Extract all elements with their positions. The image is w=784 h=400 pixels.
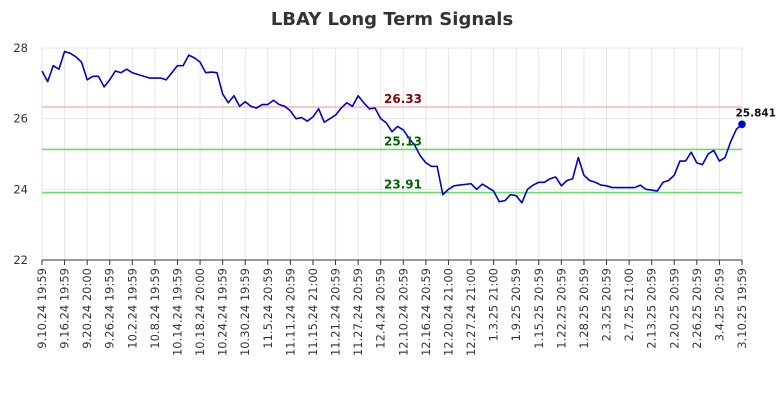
x-tick-label: 1.9.25 20:59 <box>509 268 523 341</box>
chart-title: LBAY Long Term Signals <box>271 9 513 30</box>
signal-level-label: 26.33 <box>384 92 422 106</box>
series-layer <box>41 50 746 204</box>
x-tick-label: 9.20.24 20:00 <box>80 268 94 349</box>
y-tick-label: 26 <box>13 112 28 126</box>
x-tick-label: 3.4.25 20:59 <box>712 268 726 341</box>
signal-level-label: 25.13 <box>384 134 422 148</box>
x-tick-label: 9.10.24 19:59 <box>35 268 49 349</box>
x-tick-label: 12.20.24 21:00 <box>441 268 455 356</box>
x-tick-label: 2.3.25 20:59 <box>600 268 614 341</box>
x-tick-label: 10.14.24 19:59 <box>170 268 184 356</box>
x-tick-label: 11.27.24 20:59 <box>351 268 365 356</box>
x-tick-label: 12.10.24 20:59 <box>396 268 410 356</box>
series-line <box>41 50 743 204</box>
x-tick-label: 10.2.24 19:59 <box>125 268 139 349</box>
y-tick-label: 22 <box>13 253 28 267</box>
gridlines <box>41 47 743 260</box>
x-tick-label: 12.4.24 20:59 <box>374 268 388 349</box>
x-tick-label: 9.26.24 19:59 <box>103 268 117 349</box>
x-tick-label: 2.7.25 21:00 <box>622 268 636 341</box>
y-tick-label: 24 <box>13 182 28 196</box>
x-tick-label: 10.24.24 19:59 <box>216 268 230 356</box>
x-tick-label: 2.13.25 20:59 <box>645 268 659 349</box>
last-price-label: 25.841 <box>735 107 776 119</box>
x-tick-label: 9.16.24 19:59 <box>58 268 72 349</box>
x-tick-label: 11.15.24 21:00 <box>306 268 320 356</box>
x-tick-label: 10.8.24 19:59 <box>148 268 162 349</box>
signal-level-label: 23.91 <box>384 178 422 192</box>
signal-levels <box>42 106 742 194</box>
x-tick-label: 10.18.24 20:00 <box>193 268 207 356</box>
x-tick-label: 2.20.25 20:59 <box>667 268 681 349</box>
x-tick-label: 1.22.25 20:59 <box>554 268 568 349</box>
x-tick-label: 12.16.24 20:59 <box>419 268 433 356</box>
y-tick-label: 28 <box>13 41 28 55</box>
x-tick-label: 3.10.25 19:59 <box>735 268 749 349</box>
last-price-point <box>738 120 746 129</box>
x-tick-label: 1.15.25 20:59 <box>532 268 546 349</box>
x-tick-label: 11.11.24 20:59 <box>283 268 297 356</box>
x-tick-label: 11.5.24 20:59 <box>261 268 275 349</box>
x-tick-label: 1.28.25 20:59 <box>577 268 591 349</box>
x-tick-label: 12.27.24 21:00 <box>464 268 478 356</box>
x-tick-label: 2.26.25 20:59 <box>690 268 704 349</box>
x-tick-label: 10.30.24 19:59 <box>238 268 252 356</box>
x-tick-label: 11.21.24 20:59 <box>329 268 343 356</box>
labels-layer: 26.33 25.13 23.91 25.841 <box>384 92 776 192</box>
x-tick-label: 1.3.25 21:00 <box>487 268 501 341</box>
axes: 22 24 26 28 9.10.24 19:59 9.16.24 19:59 9.20.2… <box>13 41 749 356</box>
